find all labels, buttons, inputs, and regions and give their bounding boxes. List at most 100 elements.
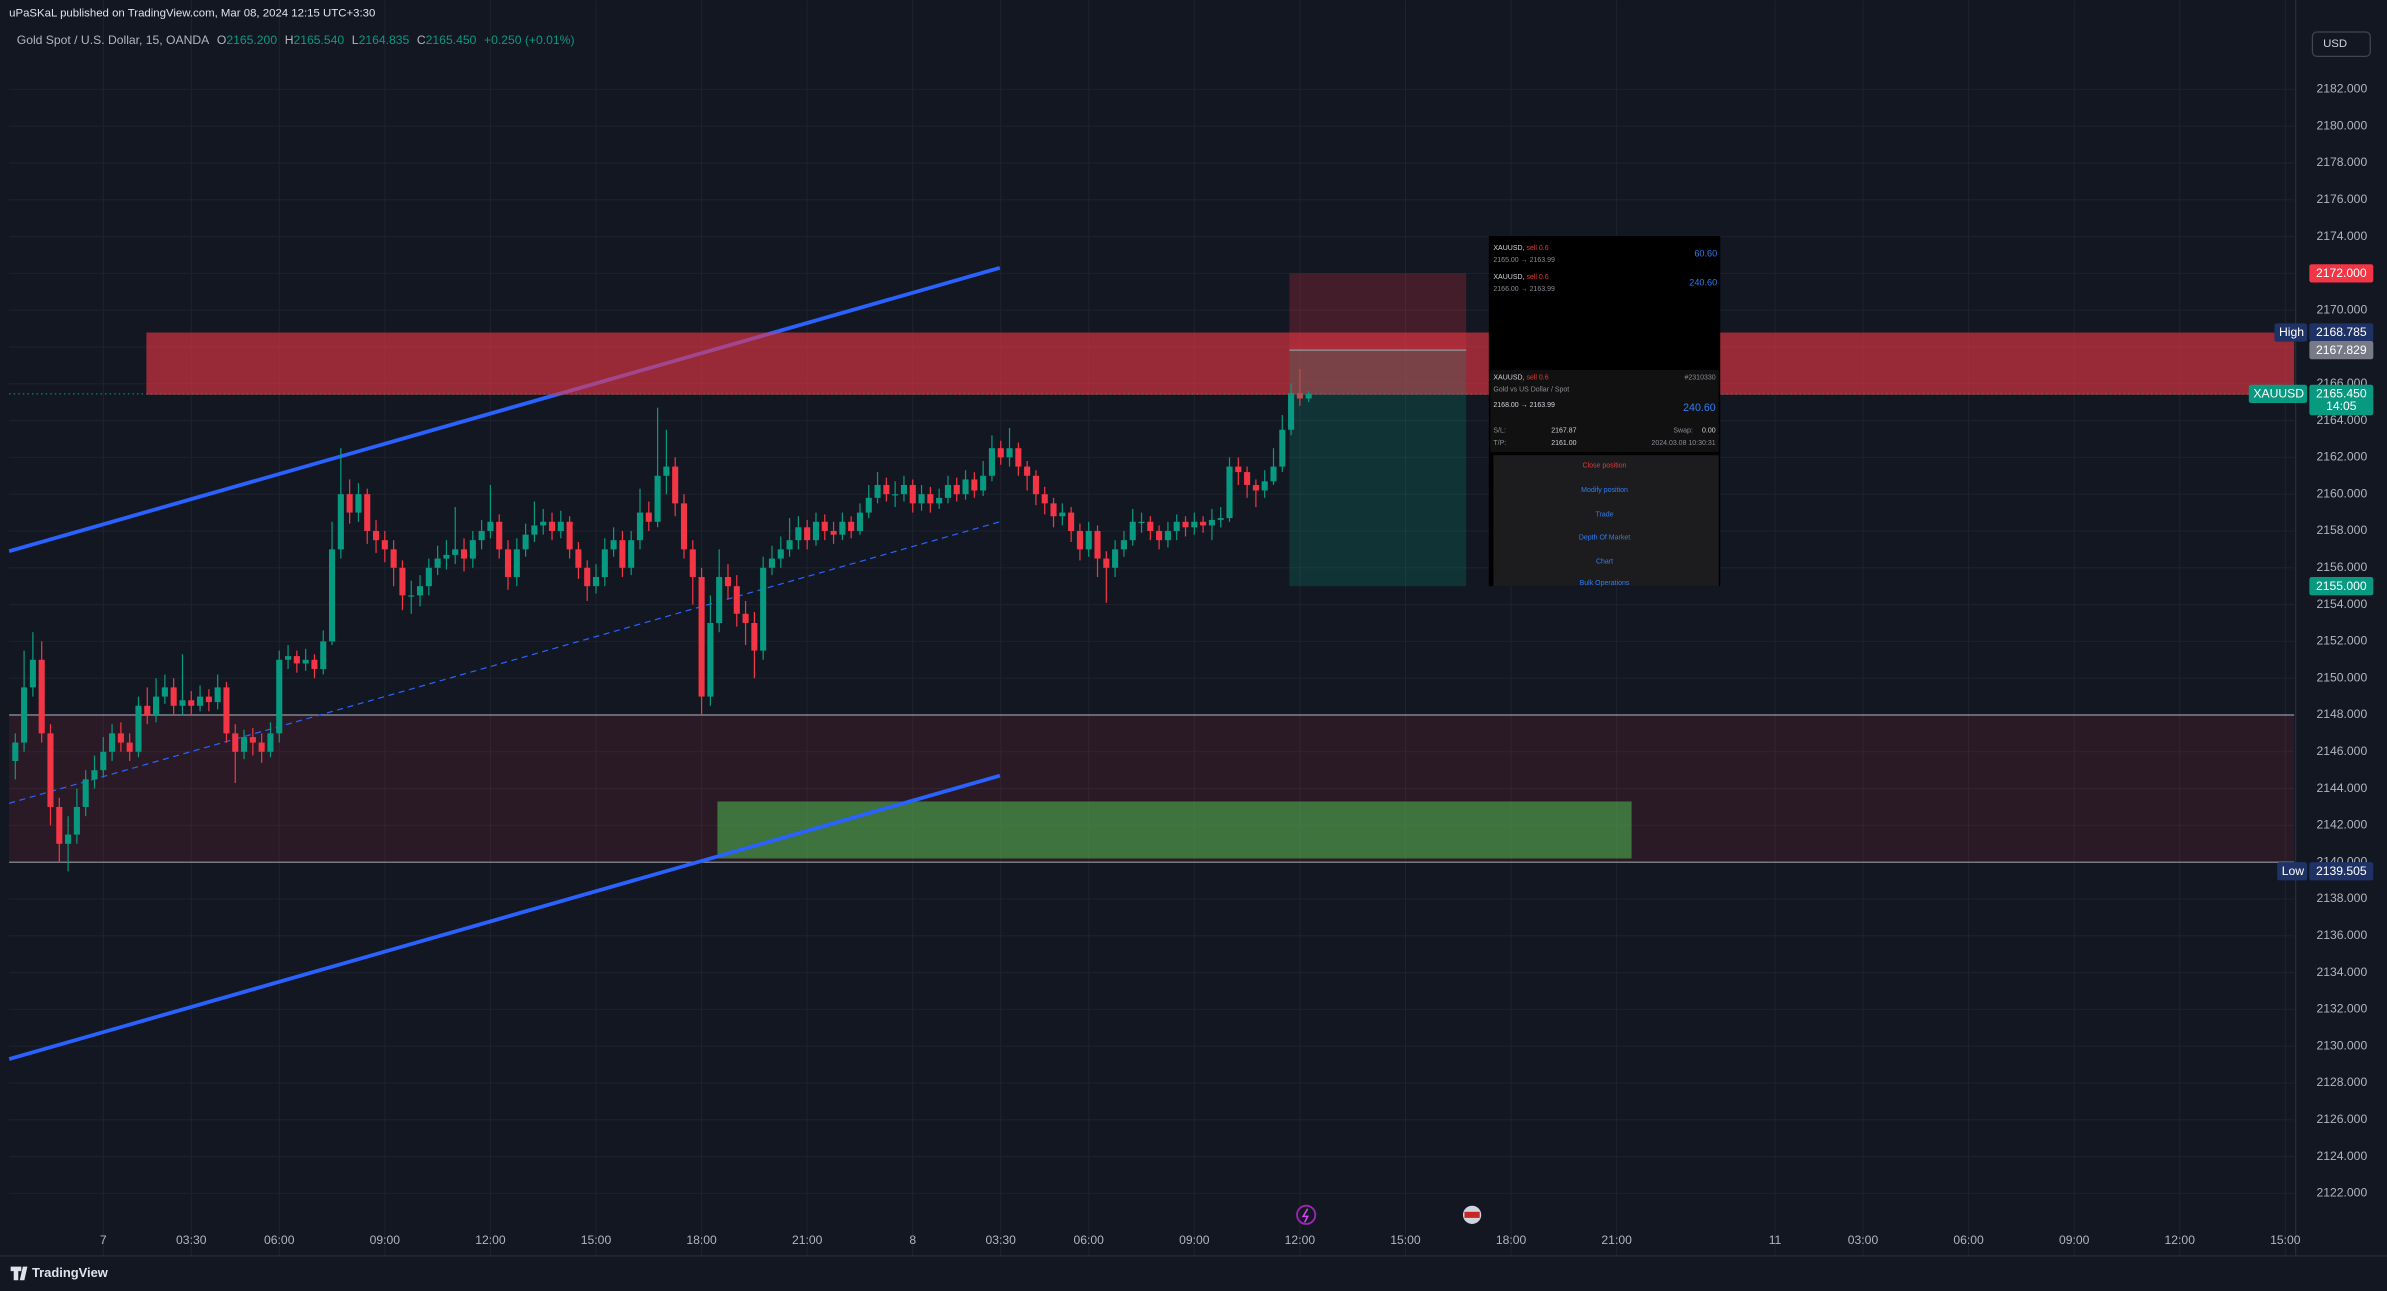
price-badge (2309, 264, 2374, 283)
currency[interactable]: USD (2323, 38, 2347, 50)
candle-body (21, 687, 28, 743)
candle-body (1138, 521, 1145, 523)
detail-prices: 2168.00 → 2163.99 (1493, 402, 1555, 409)
x-tick-label: 21:00 (792, 1233, 823, 1247)
ohlc-key: L (352, 33, 359, 47)
y-tick-label: 2148.000 (2317, 707, 2368, 721)
x-tick-label: 03:00 (1848, 1233, 1879, 1247)
candle-body (170, 687, 177, 706)
candle-body (1094, 530, 1101, 559)
price-badge-label: 2155.000 (2316, 579, 2367, 593)
candle-body (1296, 392, 1303, 399)
candle-body (1068, 512, 1075, 531)
candle-body (733, 586, 740, 614)
detail-sl-label: S/L: (1493, 428, 1506, 435)
candle-body (610, 540, 617, 550)
candle-body (460, 549, 468, 559)
published-note: uPaSKaL published on TradingView.com, Ma… (9, 8, 375, 20)
candles (9, 369, 2296, 872)
candle-body (91, 770, 98, 780)
candle-body (848, 521, 855, 531)
candle-body (777, 549, 784, 559)
candle-body (1024, 466, 1031, 476)
candle-body (65, 834, 72, 844)
candle-body (636, 512, 644, 541)
order-side: sell 0.6 (1526, 245, 1548, 252)
ohlc-key: O (217, 33, 226, 47)
order-1: XAUUSD, sell 0.6 (1493, 245, 1548, 252)
y-tick-label: 2152.000 (2317, 634, 2368, 648)
candle-body (795, 527, 802, 541)
y-tick-label: 2162.000 (2317, 450, 2368, 464)
candle-body (188, 700, 195, 706)
price-tag-label: Low (2282, 864, 2305, 878)
candle-body (760, 567, 767, 651)
candle-body (320, 641, 327, 669)
candle-body (522, 534, 529, 550)
detail-ticket: #2310330 (1685, 374, 1716, 381)
candle-body (1085, 530, 1092, 550)
candle-body (724, 576, 732, 587)
y-tick-label: 2164.000 (2317, 413, 2368, 427)
currency-button[interactable] (2311, 31, 2371, 57)
position-stop (1289, 273, 1467, 351)
candle-body (214, 687, 221, 703)
candle-body (812, 521, 820, 541)
trendline (8, 266, 1001, 554)
candle-body (821, 521, 828, 531)
candle-body (504, 549, 512, 577)
order-2: XAUUSD, sell 0.6 (1493, 274, 1548, 281)
price-badge-label: 2139.505 (2316, 864, 2367, 878)
menu-item: Chart (1596, 559, 1613, 566)
candle-body (1059, 512, 1066, 517)
price-badge (2309, 323, 2374, 342)
event-icon[interactable] (1296, 1204, 1317, 1225)
price-badge-label: 2168.785 (2316, 325, 2367, 339)
x-tick-label: 18:00 (686, 1233, 717, 1247)
candle-body (478, 530, 485, 541)
candle-body (1261, 481, 1268, 491)
x-tick-label: 15:00 (1390, 1233, 1421, 1247)
ohlc-key: C (417, 33, 426, 47)
candle-body (584, 567, 591, 587)
candle-body (416, 586, 424, 596)
candle-body (328, 549, 336, 642)
candle-body (980, 475, 987, 491)
candle-body (531, 525, 538, 535)
x-tick-label: 03:30 (176, 1233, 207, 1247)
y-tick-label: 2150.000 (2317, 670, 2368, 684)
candle-body (381, 540, 388, 550)
candle-body (1032, 475, 1039, 495)
candle-body (302, 659, 309, 664)
x-tick-label: 03:30 (986, 1233, 1017, 1247)
candle-body (241, 737, 248, 752)
ohlc-value: 2165.540 (293, 33, 344, 47)
trendlines (8, 266, 1001, 1061)
candle-body (962, 479, 969, 495)
x-tick-label: 12:00 (1285, 1233, 1316, 1247)
candle-body (936, 497, 943, 504)
candle-body (82, 779, 89, 807)
brand: TradingView (32, 1265, 109, 1280)
trade-panel: XAUUSD, sell 0.6 2165.00 → 2163.99 60.60… (1488, 235, 1721, 587)
candle-body (276, 659, 283, 734)
candle-body (988, 448, 995, 476)
candle-body (751, 622, 758, 651)
candle-body (742, 613, 749, 623)
y-tick-label: 2144.000 (2317, 781, 2368, 795)
detail-side: sell 0.6 (1526, 374, 1548, 381)
candle-body (892, 494, 899, 496)
price-badge-sub: 14:05 (2326, 399, 2357, 413)
x-tick-label: 8 (909, 1233, 916, 1247)
candle-body (804, 527, 811, 541)
candle-body (1164, 530, 1171, 541)
menu-item: Bulk Operations (1580, 580, 1630, 587)
price-badge-label: 2167.829 (2316, 343, 2367, 357)
candle-body (372, 530, 380, 541)
y-tick-label: 2158.000 (2317, 523, 2368, 537)
position-target (1289, 350, 1467, 587)
candle-body (672, 466, 679, 504)
zones (9, 714, 2295, 863)
